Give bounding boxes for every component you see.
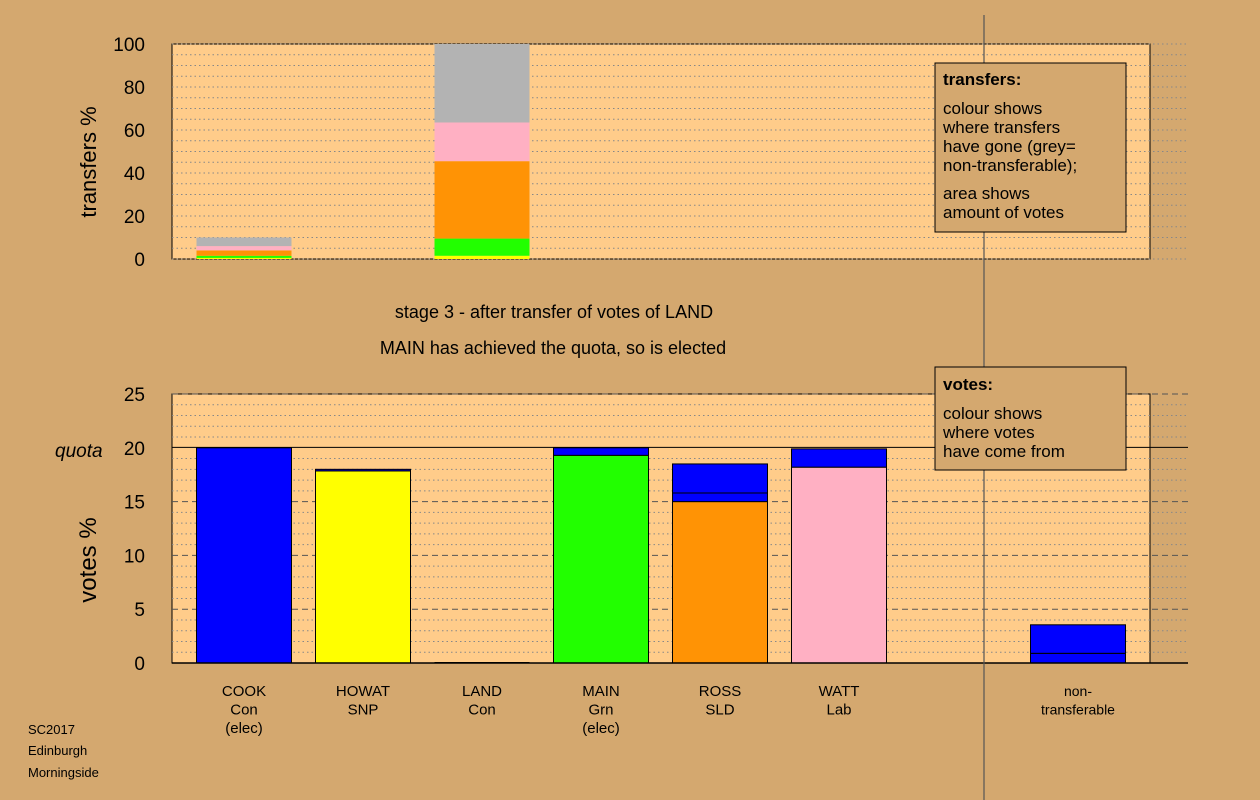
transfers-legend-line: non-transferable); — [943, 156, 1077, 175]
category-label: HOWAT — [336, 683, 390, 700]
transfers-tick-labels: 0 20 40 60 80 100 — [113, 35, 145, 271]
transfers-tick-label: 60 — [124, 121, 145, 142]
vote-bar-segment — [315, 470, 411, 664]
category-label: transferable — [1041, 702, 1115, 718]
category-label: non- — [1064, 683, 1092, 699]
category-label: MAIN — [582, 683, 620, 700]
transfer-bar-segment — [196, 237, 292, 247]
transfers-tick-label: 20 — [124, 207, 145, 228]
transfer-bar-segment — [434, 161, 530, 239]
category-label: ROSS — [699, 683, 742, 700]
votes-legend-line: colour shows — [943, 404, 1042, 423]
votes-tick-label: 5 — [134, 600, 145, 621]
category-label: SNP — [348, 702, 379, 719]
transfers-tick-label: 80 — [124, 78, 145, 99]
vote-bar-segment — [1030, 624, 1126, 654]
votes-legend-title: votes: — [943, 375, 993, 394]
category-label: COOK — [222, 683, 266, 700]
votes-tick-labels: 0 5 10 15 20 25 — [124, 385, 145, 675]
votes-bars — [196, 447, 1126, 664]
transfers-legend-line: amount of votes — [943, 203, 1064, 222]
category-label: Lab — [826, 702, 851, 719]
vote-bar-segment — [553, 454, 649, 664]
transfer-bar-segment — [434, 122, 530, 162]
transfers-tick-label: 40 — [124, 164, 145, 185]
footer-line: Edinburgh — [28, 743, 87, 758]
category-label: SLD — [705, 702, 734, 719]
category-label: (elec) — [225, 720, 263, 737]
category-label: WATT — [819, 683, 860, 700]
vote-bar-segment — [553, 447, 649, 456]
votes-tick-label: 10 — [124, 546, 145, 567]
vote-bar-segment — [1030, 652, 1126, 664]
result-text: MAIN has achieved the quota, so is elect… — [380, 338, 726, 358]
category-label: LAND — [462, 683, 502, 700]
transfers-legend-line: colour shows — [943, 99, 1042, 118]
transfer-bar-segment — [434, 255, 530, 259]
votes-tick-label: 0 — [134, 654, 145, 675]
vote-bar-segment — [315, 468, 411, 472]
transfer-bar-segment — [196, 250, 292, 256]
transfers-tick-label: 100 — [113, 35, 145, 56]
votes-legend: votes: colour shows where votes have com… — [934, 366, 1127, 471]
transfers-bars — [196, 44, 530, 259]
transfer-bar-segment — [434, 238, 530, 256]
transfer-bar-segment — [196, 255, 292, 258]
category-labels: COOKCon(elec)HOWATSNPLANDConMAINGrn(elec… — [222, 683, 1115, 737]
transfer-bar-segment — [196, 246, 292, 251]
category-label: Con — [468, 702, 496, 719]
stage-text: stage 3 - after transfer of votes of LAN… — [395, 302, 713, 322]
transfer-bar-segment — [196, 257, 292, 259]
transfers-legend-line: have gone (grey= — [943, 137, 1076, 156]
category-label: Con — [230, 702, 258, 719]
transfers-legend-line: area shows — [943, 184, 1030, 203]
votes-legend-line: where votes — [942, 423, 1035, 442]
footer-line: Morningside — [28, 765, 99, 780]
vote-bar-segment — [791, 466, 887, 664]
votes-legend-line: have come from — [943, 442, 1065, 461]
vote-bar-segment — [672, 463, 768, 494]
vote-bar-segment — [791, 448, 887, 468]
votes-axis-label: votes % — [75, 517, 102, 602]
quota-label: quota — [55, 441, 103, 462]
transfer-bar-segment — [434, 44, 530, 123]
transfers-legend-line: where transfers — [942, 118, 1060, 137]
category-label: Grn — [588, 702, 613, 719]
vote-bar-segment — [672, 501, 768, 664]
vote-bar-segment — [196, 447, 292, 664]
transfers-tick-label: 0 — [134, 250, 145, 271]
votes-tick-label: 15 — [124, 493, 145, 514]
transfers-legend: transfers: colour shows where transfers … — [934, 62, 1127, 233]
footer-line: SC2017 — [28, 722, 75, 737]
category-label: (elec) — [582, 720, 620, 737]
votes-tick-label: 25 — [124, 385, 145, 406]
transfers-axis-label: transfers % — [76, 106, 101, 217]
votes-tick-label: 20 — [124, 439, 145, 460]
transfers-legend-title: transfers: — [943, 70, 1021, 89]
vote-bar-segment — [672, 492, 768, 503]
